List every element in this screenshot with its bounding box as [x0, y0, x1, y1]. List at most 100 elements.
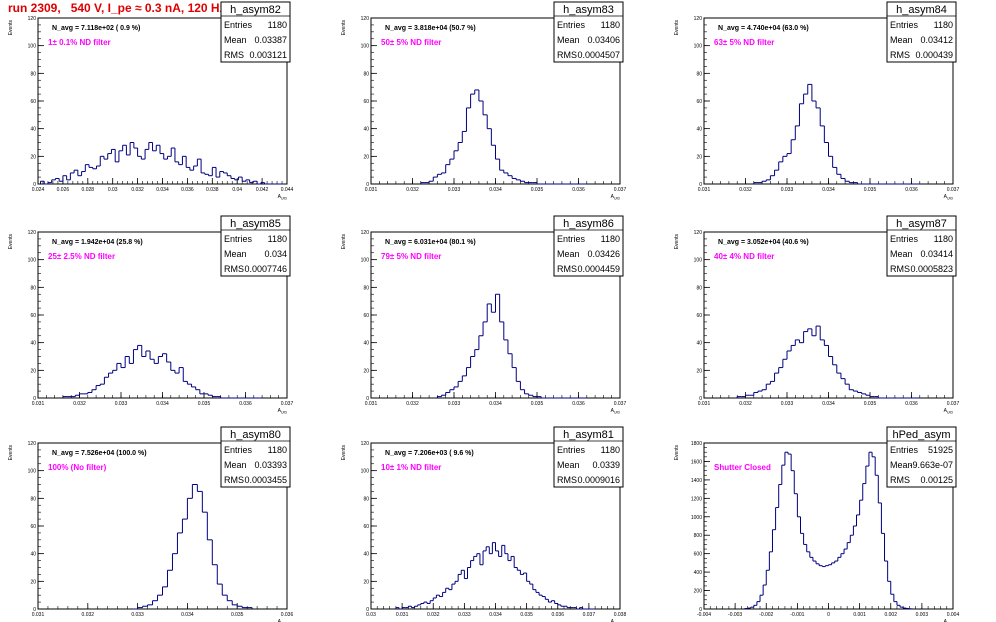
- y-axis-label: Events: [8, 234, 14, 250]
- x-tick-label: 0.037: [583, 612, 596, 618]
- x-tick-label: -0.002: [759, 612, 773, 618]
- stat-label-entries: Entries: [224, 234, 253, 244]
- stat-value-mean: -9.663e-07: [909, 460, 953, 470]
- y-tick-label: 0: [699, 607, 702, 613]
- x-tick-label: 0.034: [489, 612, 502, 618]
- filter-note: 40± 4% ND filter: [714, 252, 774, 261]
- x-tick-label: 0.035: [231, 612, 244, 618]
- histogram-name: h_asym85: [230, 218, 281, 230]
- stat-value-entries: 1180: [601, 20, 620, 30]
- y-tick-label: 60: [363, 524, 369, 530]
- x-axis-label-subscript: UID: [614, 411, 621, 415]
- stats-box: [553, 215, 624, 277]
- stats-box: [553, 1, 624, 63]
- stat-label-entries: Entries: [224, 445, 253, 455]
- y-tick-label: 20: [363, 368, 369, 374]
- n-avg-annotation: N_avg = 3.818e+04 (50.7 %): [385, 25, 476, 32]
- x-tick-label: 0.033: [448, 401, 461, 407]
- x-tick-label: 0.034: [822, 401, 835, 407]
- stat-value-rms: 0.000439: [915, 50, 953, 60]
- y-tick-label: 120: [28, 230, 37, 236]
- y-axis-label: Events: [674, 234, 680, 250]
- stat-label-entries: Entries: [224, 20, 253, 30]
- x-tick-label: 0.033: [781, 401, 794, 407]
- stat-label-rms: RMS: [557, 50, 577, 60]
- x-tick-label: 0.035: [531, 401, 544, 407]
- y-tick-label: 1600: [691, 459, 702, 465]
- y-tick-label: 0: [699, 182, 702, 188]
- x-tick-label: 0.026: [57, 187, 70, 193]
- x-axis-label: AUID: [944, 408, 954, 415]
- histogram-name: hPed_asym: [892, 429, 950, 441]
- y-tick-label: 0: [33, 182, 36, 188]
- y-tick-label: 80: [363, 496, 369, 502]
- stat-label-rms: RMS: [890, 264, 910, 274]
- histogram-panel-h_asym82: 0 20 40 60 80 100 120 0.024 0.026 0.028 0.03 0.032 0…: [8, 1, 293, 201]
- stat-label-entries: Entries: [890, 445, 919, 455]
- x-tick-label: 0.036: [551, 612, 564, 618]
- n-avg-annotation: N_avg = 7.118e+02 ( 0.9 %): [52, 25, 140, 32]
- x-tick-label: 0.033: [458, 612, 471, 618]
- stats-box: [220, 426, 291, 488]
- y-tick-label: 60: [30, 313, 36, 319]
- y-tick-label: 120: [361, 441, 370, 447]
- x-tick-label: 0.031: [365, 187, 378, 193]
- n-avg-annotation: N_avg = 6.031e+04 (80.1 %): [385, 239, 476, 246]
- y-tick-label: 40: [696, 127, 702, 133]
- x-tick-label: 0.035: [864, 401, 877, 407]
- x-tick-label: 0.034: [489, 401, 502, 407]
- x-tick-label: 0.03: [108, 187, 118, 193]
- y-tick-label: 40: [363, 552, 369, 558]
- y-tick-label: 20: [696, 368, 702, 374]
- y-tick-label: 0: [33, 607, 36, 613]
- y-tick-label: 0: [33, 396, 36, 402]
- y-tick-label: 0: [366, 607, 369, 613]
- x-tick-label: 0.033: [781, 187, 794, 193]
- y-tick-label: 0: [366, 182, 369, 188]
- y-axis-label: Events: [341, 234, 347, 250]
- stat-label-mean: Mean: [890, 249, 913, 259]
- x-tick-label: 0.031: [32, 401, 45, 407]
- y-tick-label: 100: [694, 258, 703, 264]
- y-tick-label: 100: [361, 469, 370, 475]
- y-tick-label: 80: [30, 71, 36, 77]
- x-tick-label: 0.036: [905, 401, 918, 407]
- stat-label-mean: Mean: [557, 35, 580, 45]
- x-tick-label: 0.031: [32, 612, 45, 618]
- y-tick-label: 80: [363, 285, 369, 291]
- filter-note: 100% (No filter): [48, 463, 107, 472]
- histogram-panel-hPed_asym: 0 200 400 600 800 1000 1200 1400 1600 1800 -0.004 -…: [674, 426, 959, 622]
- x-tick-label: 0.033: [448, 187, 461, 193]
- x-tick-label: 0.032: [427, 612, 440, 618]
- y-tick-label: 1000: [691, 515, 702, 521]
- y-tick-label: 60: [30, 99, 36, 105]
- y-axis-label: Events: [341, 20, 347, 36]
- x-axis-label: AUID: [278, 408, 288, 415]
- y-axis-label: Events: [341, 445, 347, 461]
- x-tick-label: 0.038: [206, 187, 219, 193]
- histogram-panel-h_asym87: 0 20 40 60 80 100 120 0.031 0.032 0.033 0.034 0.035…: [674, 215, 959, 415]
- y-tick-label: 20: [696, 154, 702, 160]
- y-tick-label: 120: [361, 230, 370, 236]
- filter-note: 25± 2.5% ND filter: [48, 252, 115, 261]
- y-tick-label: 60: [30, 524, 36, 530]
- histogram-panel-h_asym83: 0 20 40 60 80 100 120 0.031 0.032 0.033 0.034 0.035…: [341, 1, 626, 201]
- x-tick-label: 0.032: [406, 401, 419, 407]
- x-tick-label: 0.033: [131, 612, 144, 618]
- stat-value-mean: 0.0339: [592, 460, 620, 470]
- y-tick-label: 20: [30, 368, 36, 374]
- n-avg-annotation: N_avg = 7.526e+04 (100.0 %): [52, 450, 147, 457]
- histogram-panel-h_asym80: 0 20 40 60 80 100 120 0.031 0.032 0.033 0.034 0.035…: [8, 426, 293, 622]
- stat-label-rms: RMS: [224, 264, 244, 274]
- y-tick-label: 400: [694, 570, 703, 576]
- stat-label-rms: RMS: [890, 475, 910, 485]
- x-tick-label: 0.037: [614, 401, 627, 407]
- x-tick-label: 0.031: [365, 401, 378, 407]
- x-axis-label-subscript: UID: [281, 411, 288, 415]
- x-tick-label: 0.034: [181, 612, 194, 618]
- x-tick-label: 0.03: [366, 612, 376, 618]
- x-tick-label: 0.035: [531, 187, 544, 193]
- y-tick-label: 60: [696, 313, 702, 319]
- histogram-name: h_asym83: [563, 4, 614, 16]
